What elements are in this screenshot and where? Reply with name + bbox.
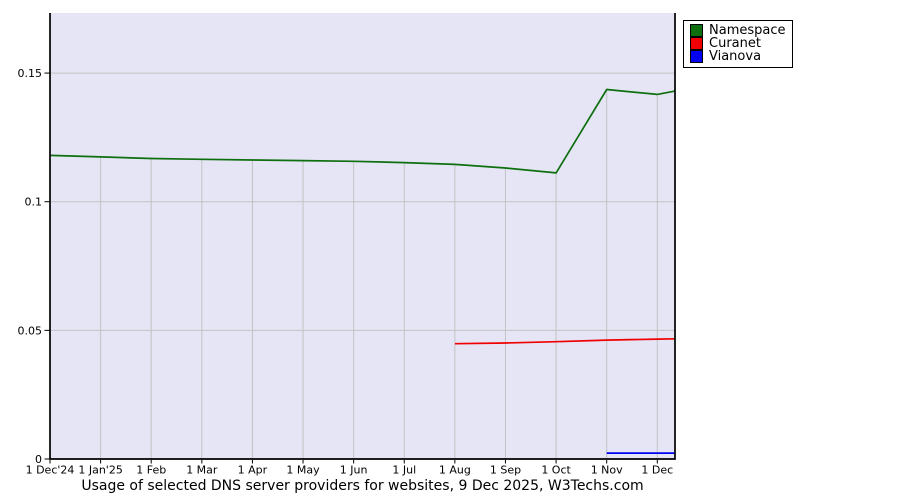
y-tick-label: 0.15 [18, 67, 43, 80]
x-tick-label: 1 Dec'24 [26, 464, 75, 477]
plot-background [50, 13, 675, 459]
series-line-curanet [454, 337, 676, 345]
series-line-namespace [49, 88, 676, 174]
x-tick-label: 1 Aug [439, 464, 471, 477]
chart-legend: Namespace Curanet Vianova [683, 20, 793, 68]
chart-title: Usage of selected DNS server providers f… [81, 478, 644, 494]
legend-item-curanet: Curanet [690, 37, 786, 50]
x-tick-label: 1 Jul [392, 464, 416, 477]
x-tick-label: 1 Jan'25 [78, 464, 122, 477]
x-tick-label: 1 Sep [490, 464, 521, 477]
x-tick-label: 1 May [286, 464, 320, 477]
legend-item-namespace: Namespace [690, 24, 786, 37]
x-tick-label: 1 Oct [541, 464, 571, 477]
legend-item-vianova: Vianova [690, 50, 786, 63]
legend-label-curanet: Curanet [709, 36, 761, 51]
y-tick-label: 0.05 [18, 324, 43, 337]
legend-label-vianova: Vianova [709, 49, 762, 64]
legend-swatch-curanet [690, 37, 703, 50]
x-tick-label: 1 Dec [641, 464, 673, 477]
y-tick-label: 0.1 [25, 196, 43, 209]
y-tick-label: 0 [35, 453, 42, 466]
x-tick-label: 1 Feb [136, 464, 166, 477]
x-tick-label: 1 Jun [340, 464, 368, 477]
legend-swatch-vianova [690, 50, 703, 63]
x-tick-label: 1 Mar [186, 464, 218, 477]
axis-frame [49, 13, 676, 460]
x-tick-label: 1 Nov [591, 464, 623, 477]
legend-swatch-namespace [690, 24, 703, 37]
x-tick-label: 1 Apr [238, 464, 268, 477]
legend-label-namespace: Namespace [709, 23, 786, 38]
